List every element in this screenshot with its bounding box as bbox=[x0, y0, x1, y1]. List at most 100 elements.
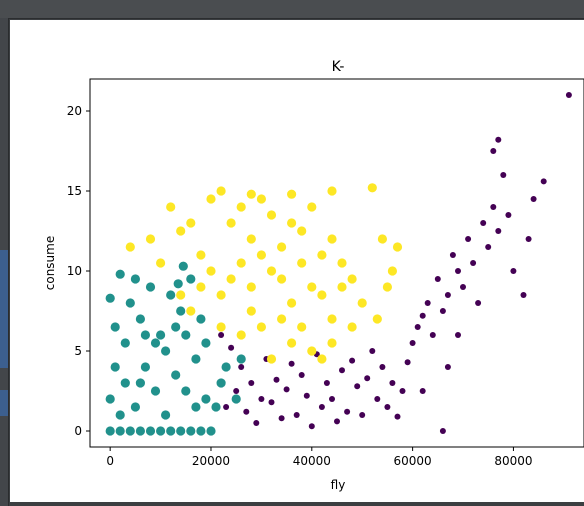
data-point bbox=[236, 202, 246, 212]
left-panel-edge bbox=[0, 18, 9, 506]
data-point bbox=[510, 268, 517, 274]
data-point bbox=[191, 354, 201, 364]
data-point bbox=[176, 306, 186, 316]
data-point bbox=[186, 218, 196, 228]
data-point bbox=[357, 298, 367, 308]
data-point bbox=[216, 378, 226, 388]
data-point bbox=[115, 426, 125, 436]
data-point bbox=[206, 426, 216, 436]
data-point bbox=[218, 332, 225, 338]
data-point bbox=[266, 266, 277, 276]
data-point bbox=[105, 394, 115, 404]
x-tick-label: 40000 bbox=[293, 454, 331, 468]
data-point bbox=[228, 344, 235, 351]
data-point bbox=[329, 396, 335, 402]
data-point bbox=[253, 420, 260, 426]
data-point bbox=[297, 226, 307, 236]
data-point bbox=[120, 378, 130, 388]
data-point bbox=[130, 274, 140, 284]
data-point bbox=[444, 292, 451, 298]
data-point bbox=[277, 314, 287, 324]
data-point bbox=[246, 234, 256, 244]
data-point bbox=[246, 189, 256, 199]
data-point bbox=[374, 396, 381, 402]
data-point bbox=[384, 404, 391, 410]
data-point bbox=[140, 330, 150, 340]
data-point bbox=[475, 300, 482, 306]
scatter-chart: 0 20000 40000 60000 80000 0 5 10 15 20 K- fly con… bbox=[43, 59, 584, 492]
data-point bbox=[145, 234, 156, 244]
data-point bbox=[201, 338, 211, 348]
data-point bbox=[434, 276, 441, 282]
y-tick-label: 15 bbox=[67, 184, 82, 198]
data-point bbox=[120, 338, 130, 348]
data-point bbox=[125, 426, 135, 436]
x-tick-label: 60000 bbox=[394, 454, 432, 468]
data-point bbox=[359, 412, 366, 418]
x-tick-label: 80000 bbox=[494, 454, 532, 468]
data-point bbox=[490, 204, 497, 210]
data-point bbox=[196, 250, 206, 260]
data-point bbox=[337, 282, 347, 292]
data-point bbox=[347, 322, 357, 332]
y-axis-label: consume bbox=[43, 236, 57, 290]
data-point bbox=[135, 378, 145, 388]
data-point bbox=[387, 266, 397, 276]
data-point bbox=[505, 212, 512, 218]
data-point bbox=[455, 332, 461, 338]
data-point bbox=[540, 178, 547, 185]
data-point bbox=[565, 92, 572, 98]
data-point bbox=[419, 312, 426, 319]
data-point bbox=[307, 202, 317, 212]
data-point bbox=[226, 274, 236, 284]
data-point bbox=[317, 290, 327, 300]
y-tick-label: 5 bbox=[74, 344, 82, 358]
data-point bbox=[171, 322, 181, 332]
window-top-bar bbox=[0, 0, 584, 19]
data-point bbox=[449, 252, 456, 258]
data-point bbox=[110, 322, 120, 332]
data-point bbox=[173, 279, 183, 289]
data-point bbox=[145, 426, 156, 436]
data-point bbox=[404, 359, 411, 366]
data-point bbox=[480, 220, 487, 226]
data-point bbox=[399, 388, 406, 394]
data-point bbox=[287, 189, 297, 199]
data-point bbox=[465, 236, 472, 242]
data-point bbox=[178, 261, 188, 271]
data-point bbox=[236, 330, 246, 340]
data-point bbox=[409, 340, 416, 346]
data-point bbox=[439, 428, 446, 434]
data-point bbox=[140, 362, 150, 372]
data-point bbox=[287, 218, 297, 228]
data-point bbox=[221, 362, 231, 372]
data-point bbox=[490, 148, 497, 154]
data-point bbox=[130, 402, 140, 412]
data-point bbox=[347, 274, 357, 284]
data-point bbox=[495, 136, 502, 143]
data-point bbox=[278, 415, 285, 422]
data-point bbox=[115, 269, 125, 279]
data-point bbox=[307, 282, 317, 292]
left-panel-highlight bbox=[0, 390, 8, 416]
data-point bbox=[349, 357, 356, 364]
data-point bbox=[460, 284, 466, 290]
data-point bbox=[287, 338, 297, 348]
data-point bbox=[354, 383, 361, 390]
data-point bbox=[166, 290, 176, 300]
data-point bbox=[206, 266, 216, 276]
data-point bbox=[166, 202, 176, 212]
data-point bbox=[266, 354, 277, 364]
data-point bbox=[236, 258, 246, 268]
data-point bbox=[288, 360, 295, 367]
data-point bbox=[171, 370, 181, 380]
data-point bbox=[186, 274, 196, 284]
data-point bbox=[216, 322, 226, 332]
data-point bbox=[495, 228, 502, 234]
data-point bbox=[256, 322, 266, 332]
data-point bbox=[327, 234, 337, 244]
data-point bbox=[317, 354, 327, 364]
data-point bbox=[226, 218, 236, 228]
data-point bbox=[105, 426, 115, 436]
data-point bbox=[339, 367, 345, 374]
